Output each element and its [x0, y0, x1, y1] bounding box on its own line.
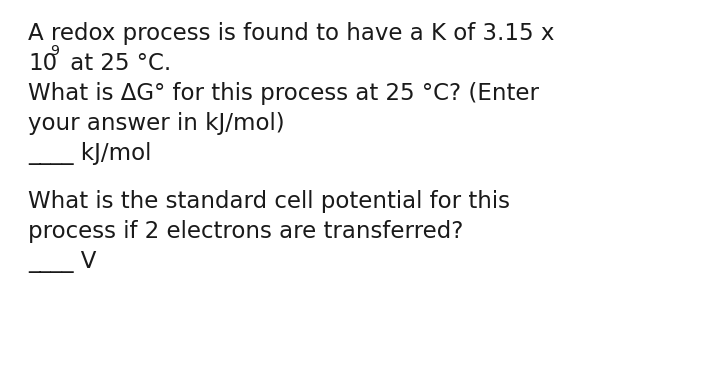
Text: 9: 9 — [50, 44, 59, 58]
Text: 10: 10 — [28, 52, 57, 75]
Text: A redox process is found to have a K of 3.15 x: A redox process is found to have a K of … — [28, 22, 554, 45]
Text: your answer in kJ/mol): your answer in kJ/mol) — [28, 112, 284, 135]
Text: ____ kJ/mol: ____ kJ/mol — [28, 142, 151, 165]
Text: What is the standard cell potential for this: What is the standard cell potential for … — [28, 190, 510, 213]
Text: process if 2 electrons are transferred?: process if 2 electrons are transferred? — [28, 220, 464, 243]
Text: What is ΔG° for this process at 25 °C? (Enter: What is ΔG° for this process at 25 °C? (… — [28, 82, 539, 105]
Text: ____ V: ____ V — [28, 250, 96, 273]
Text: at 25 °C.: at 25 °C. — [63, 52, 171, 75]
